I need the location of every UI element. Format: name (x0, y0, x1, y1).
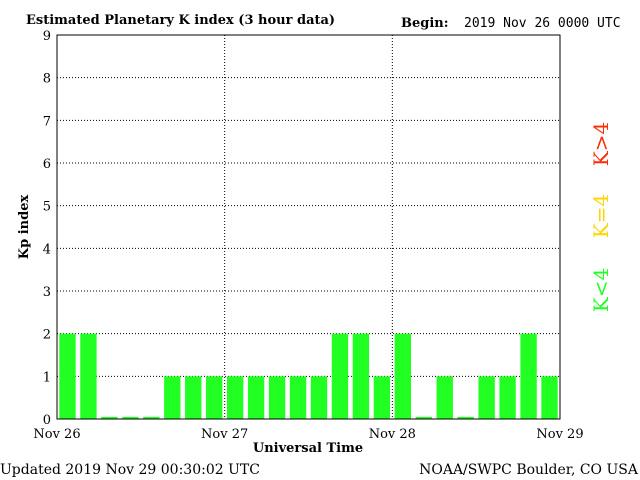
kp-bar-21 (499, 376, 516, 419)
kp-bar-7 (206, 376, 223, 419)
y-tick-label: 2 (43, 328, 51, 343)
grid-lines (57, 35, 560, 419)
y-tick-label: 9 (43, 29, 51, 44)
begin-label: Begin: (401, 16, 449, 31)
y-tick-label: 3 (43, 285, 51, 300)
x-tick-label: Nov 26 (33, 427, 80, 442)
kp-bar-8 (226, 376, 244, 419)
source-text: NOAA/SWPC Boulder, CO USA (419, 462, 639, 478)
kp-bar-6 (185, 376, 202, 419)
x-axis-label: Universal Time (253, 441, 363, 456)
kp-bar-14 (352, 333, 370, 419)
kp-bar-1 (80, 333, 97, 419)
y-tick-labels: 0 1 2 3 4 5 6 7 8 9 (43, 29, 51, 428)
kp-bar-9 (247, 376, 265, 419)
kp-bar-11 (289, 376, 307, 419)
legend-item: K>4 (589, 122, 613, 166)
kp-bar-4 (143, 416, 160, 419)
kp-bar-0 (59, 333, 76, 419)
kp-bar-2 (101, 416, 118, 419)
kp-bar-3 (122, 416, 139, 419)
x-tick-label: Nov 29 (536, 427, 583, 442)
begin-value: 2019 Nov 26 0000 UTC (464, 16, 621, 31)
bars (59, 333, 558, 419)
y-tick-label: 6 (43, 157, 51, 172)
kp-bar-17 (415, 416, 432, 419)
kp-bar-10 (268, 376, 286, 419)
kp-bar-20 (478, 376, 495, 419)
y-tick-label: 7 (43, 114, 51, 129)
y-tick-label: 1 (43, 370, 51, 385)
kp-bar-12 (310, 376, 328, 419)
y-axis-label: Kp index (17, 195, 32, 260)
kp-bar-5 (164, 376, 181, 419)
legend-item: K=4 (589, 194, 613, 238)
y-tick-label: 8 (43, 72, 51, 87)
x-tick-label: Nov 27 (201, 427, 248, 442)
x-tick-label: Nov 28 (369, 427, 416, 442)
kp-bar-18 (436, 376, 453, 419)
x-tick-labels: Nov 26 Nov 27 Nov 28 Nov 29 (33, 427, 583, 442)
kp-bar-19 (457, 416, 474, 419)
plot-frame (56, 34, 561, 420)
y-tick-label: 4 (43, 242, 51, 257)
legend-item: K<4 (589, 268, 613, 312)
kp-bar-15 (373, 376, 391, 419)
legend: K>4 K=4 K<4 (589, 122, 613, 312)
updated-text: Updated 2019 Nov 29 00:30:02 UTC (0, 462, 260, 478)
y-tick-label: 5 (43, 200, 51, 215)
y-tick-label: 0 (43, 413, 51, 428)
kp-bar-22 (520, 333, 537, 419)
kp-bar-23 (541, 376, 558, 419)
kp-bar-13 (331, 333, 349, 419)
chart-title: Estimated Planetary K index (3 hour data… (26, 13, 335, 28)
kp-bar-16 (394, 333, 411, 419)
